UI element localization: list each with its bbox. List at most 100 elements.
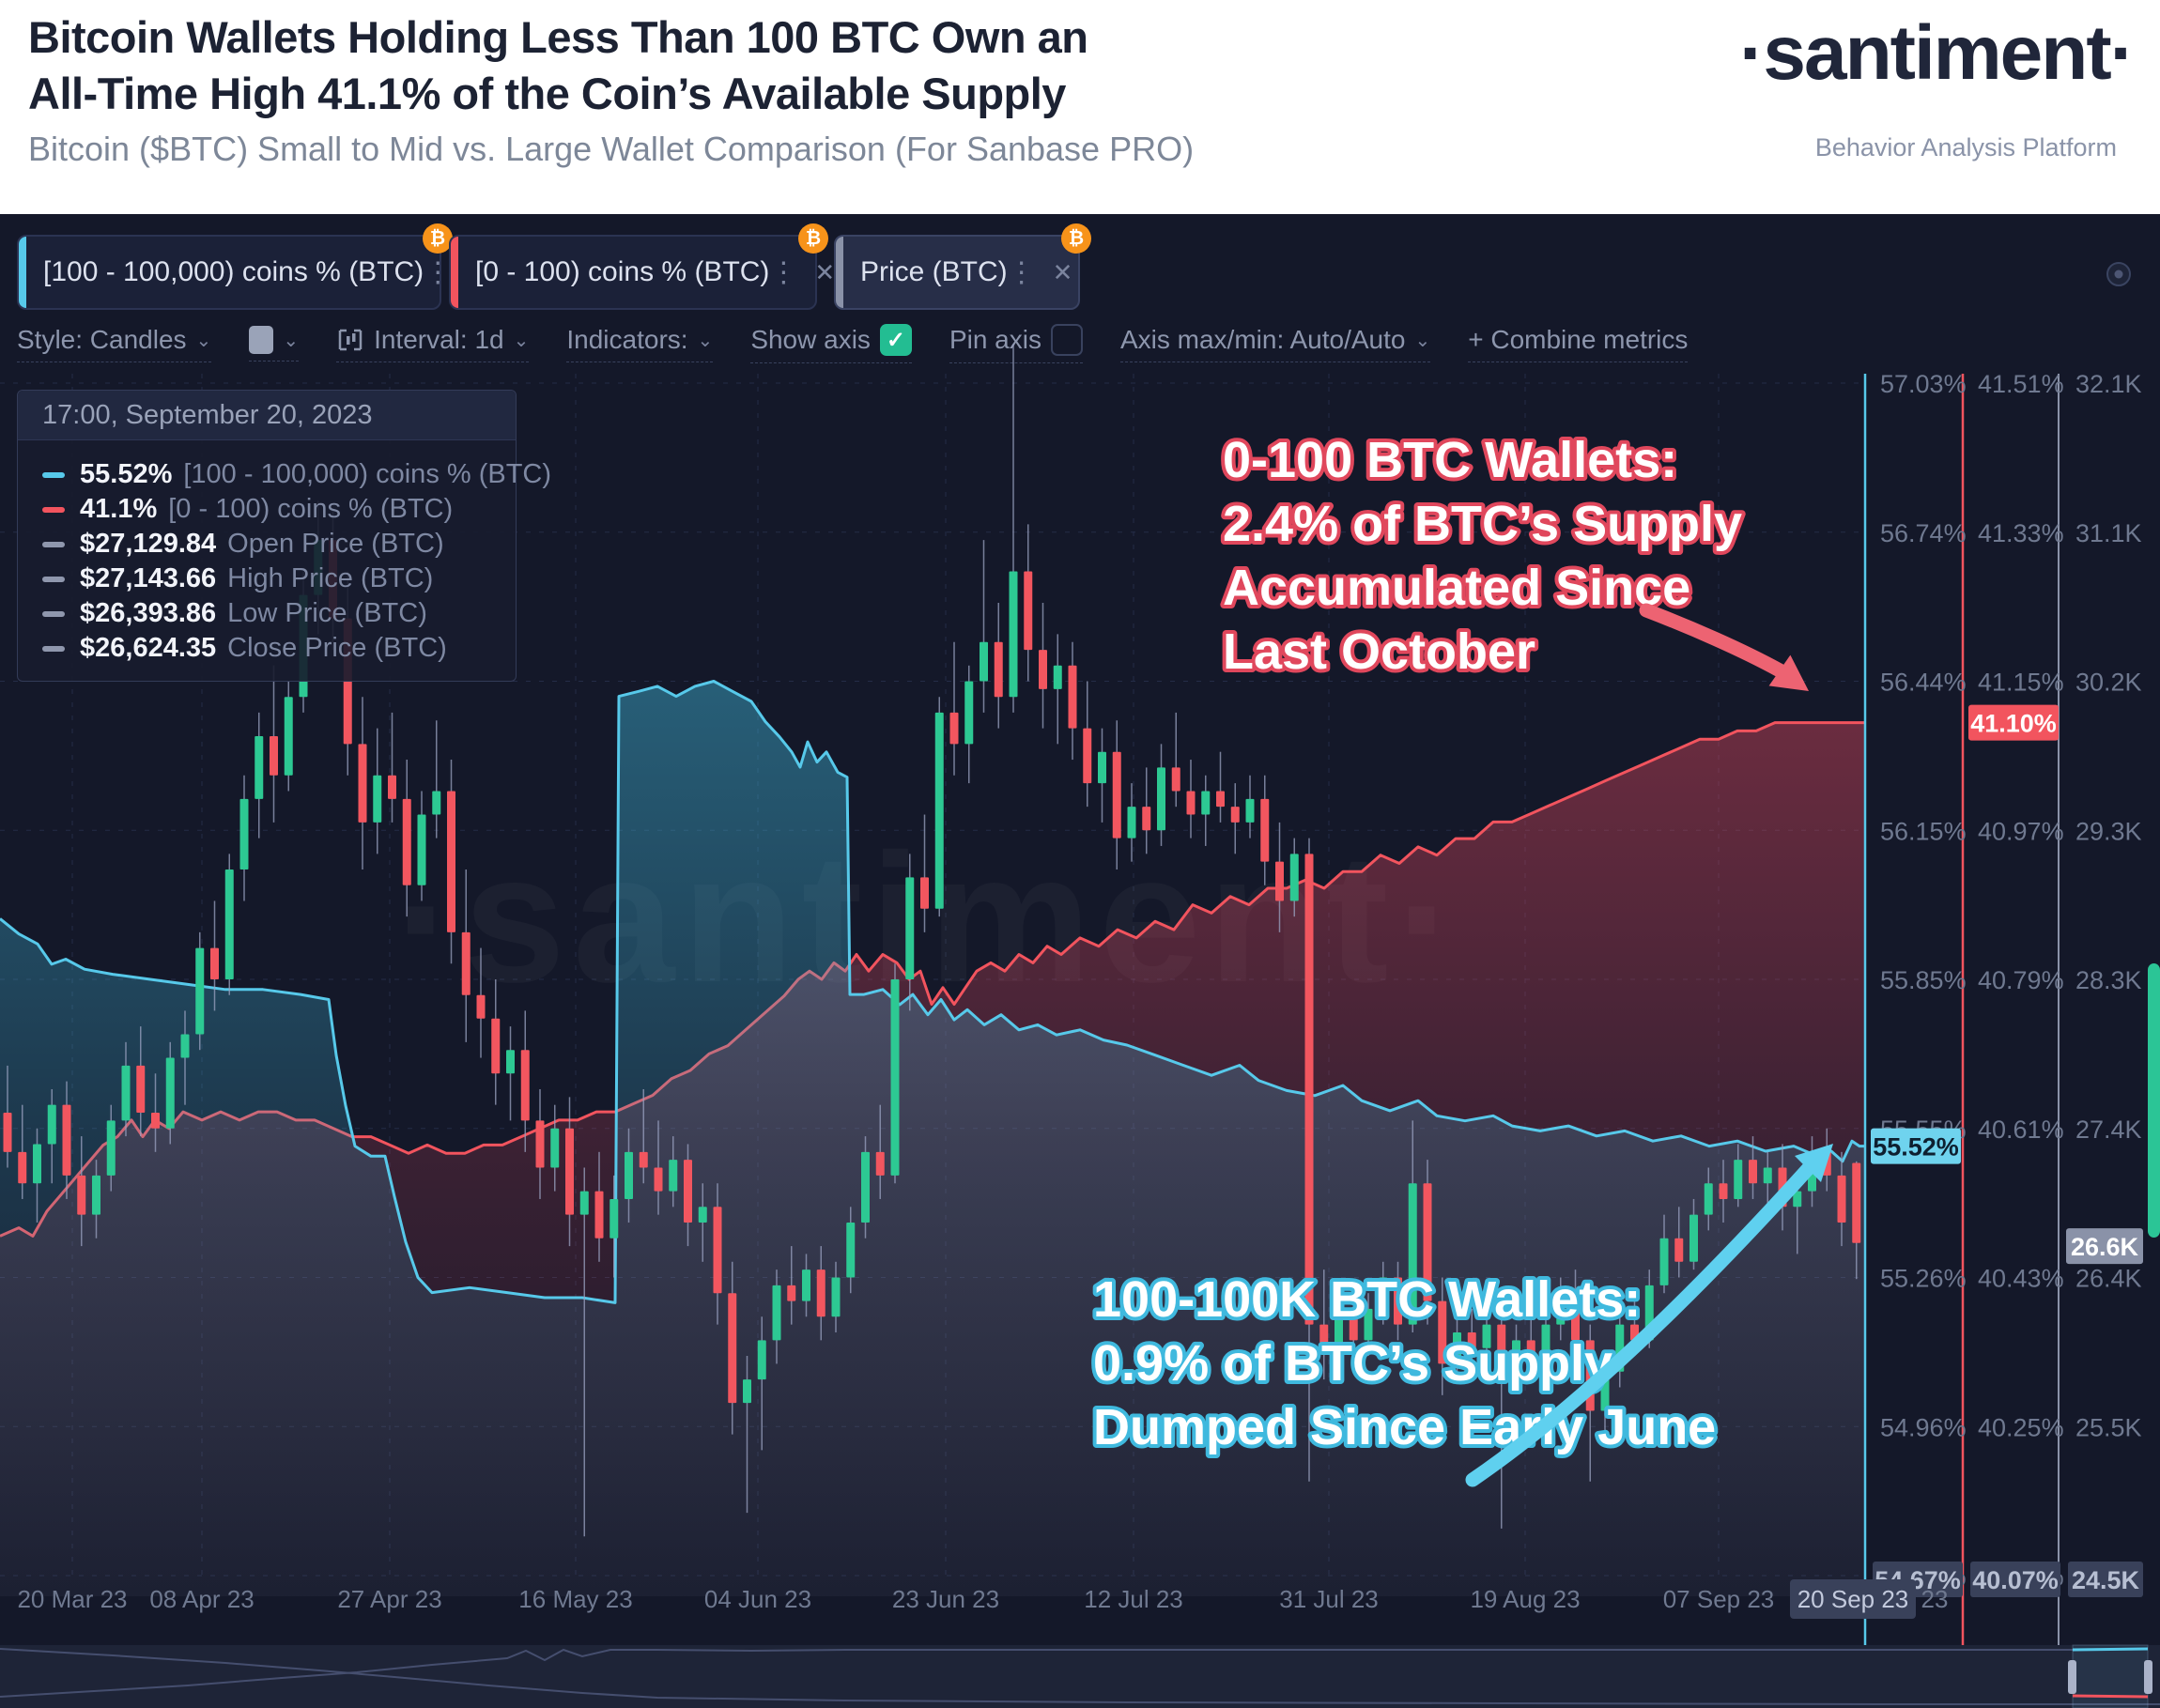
platform-label: Behavior Analysis Platform bbox=[1814, 133, 2117, 162]
x-axis-label: 07 Sep 23 bbox=[1663, 1585, 1775, 1613]
tooltip-value: $27,129.84 bbox=[80, 529, 217, 559]
tab-label: Price (BTC) bbox=[860, 256, 1008, 287]
kebab-menu-icon[interactable]: ⋮ bbox=[424, 256, 453, 288]
candle-down bbox=[713, 1207, 722, 1294]
axis-tick-label: 54.96% bbox=[1880, 1413, 1967, 1441]
candle-down bbox=[920, 877, 929, 909]
axis-tick-label: 40.97% bbox=[1978, 817, 2064, 845]
candle-down bbox=[565, 1128, 574, 1215]
candle-down bbox=[62, 1104, 71, 1176]
show-axis-checkbox[interactable]: ✓ bbox=[879, 324, 912, 356]
axis-tick-label: 56.44% bbox=[1880, 669, 1967, 697]
candle-down bbox=[1674, 1238, 1684, 1262]
candle-up bbox=[625, 1151, 633, 1199]
show-axis-toggle[interactable]: Show axis ✓ bbox=[750, 324, 912, 363]
style-label: Style: Candles bbox=[17, 325, 187, 354]
navigator-window[interactable] bbox=[2072, 1644, 2149, 1708]
pin-axis-toggle[interactable]: Pin axis bbox=[949, 324, 1083, 363]
x-current-badge bbox=[1790, 1579, 1916, 1619]
annotation-red-line2: 2.4% of BTC’s Supply bbox=[1223, 496, 1742, 552]
axis-tick-label: 41.33% bbox=[1978, 519, 2064, 547]
tooltip-label: Close Price (BTC) bbox=[227, 633, 447, 663]
style-selector[interactable]: Style: Candles ⌄ bbox=[17, 325, 212, 362]
candle-down bbox=[639, 1151, 648, 1168]
candle-up bbox=[1763, 1167, 1772, 1184]
candle-up bbox=[980, 641, 988, 682]
candle-up bbox=[284, 697, 293, 776]
page-title-line1: Bitcoin Wallets Holding Less Than 100 BT… bbox=[28, 12, 1088, 62]
x-axis-label: 12 Jul 23 bbox=[1084, 1585, 1183, 1613]
candle-up bbox=[121, 1065, 131, 1121]
navigator-handle-left[interactable] bbox=[2068, 1660, 2076, 1694]
navigator-bar[interactable] bbox=[0, 1645, 2160, 1708]
color-swatch-selector[interactable]: ⌄ bbox=[249, 326, 300, 362]
tooltip-dash-3 bbox=[42, 576, 65, 582]
close-icon[interactable]: ✕ bbox=[1052, 257, 1073, 286]
blue-value-badge bbox=[1871, 1128, 1961, 1164]
axis-bottom-badge bbox=[2068, 1562, 2143, 1597]
candle-up bbox=[165, 1057, 175, 1129]
calendar-interval-icon bbox=[338, 329, 363, 351]
axis-maxmin-selector[interactable]: Axis max/min: Auto/Auto ⌄ bbox=[1119, 325, 1431, 362]
candle-down bbox=[388, 775, 396, 799]
axis-tick-label: 40.79% bbox=[1978, 966, 2064, 994]
candle-up bbox=[1704, 1183, 1713, 1215]
x-axis-label: 16 May 23 bbox=[518, 1585, 632, 1613]
axis-tick-label: 41.15% bbox=[1978, 669, 2064, 697]
annotation-red-line1: 0-100 BTC Wallets: bbox=[1223, 432, 1677, 488]
cyan-arrowhead-icon bbox=[1795, 1144, 1833, 1182]
kebab-menu-icon[interactable]: ⋮ bbox=[769, 256, 798, 288]
candle-down bbox=[447, 791, 455, 932]
navigator-line-b bbox=[0, 1648, 2075, 1698]
candle-up bbox=[1453, 1331, 1461, 1364]
candle-down bbox=[684, 1160, 692, 1223]
candle-up bbox=[47, 1104, 56, 1145]
x-axis-label: 08 Apr 23 bbox=[149, 1585, 254, 1613]
pin-axis-checkbox[interactable] bbox=[1050, 324, 1083, 356]
candle-up bbox=[1289, 854, 1299, 901]
candle-down bbox=[1216, 791, 1225, 808]
interval-selector[interactable]: Interval: 1d ⌄ bbox=[336, 325, 530, 362]
axis-tick-label: 57.03% bbox=[1880, 370, 1967, 398]
tooltip-label: [100 - 100,000) coins % (BTC) bbox=[183, 459, 552, 489]
candle-down bbox=[1319, 1324, 1329, 1348]
combine-metrics-button[interactable]: + Combine metrics bbox=[1468, 325, 1689, 362]
tab-metric-100-100k[interactable]: [100 - 100,000) coins % (BTC) ⋮ ✕ ₿ bbox=[17, 223, 489, 310]
tooltip-value: 41.1% bbox=[80, 494, 158, 524]
axis-tick-label: 25.5K bbox=[2075, 1413, 2142, 1441]
candle-down bbox=[1275, 861, 1284, 901]
chart-corner-button[interactable] bbox=[2106, 262, 2131, 286]
x-axis-label: 27 Apr 23 bbox=[337, 1585, 441, 1613]
tab-metric-0-100[interactable]: [0 - 100) coins % (BTC) ⋮ ✕ ₿ bbox=[449, 223, 835, 310]
candle-down bbox=[270, 735, 278, 776]
color-swatch bbox=[249, 326, 274, 354]
candle-up bbox=[1157, 767, 1165, 831]
indicators-selector[interactable]: Indicators: ⌄ bbox=[566, 325, 714, 362]
candle-down bbox=[358, 744, 367, 823]
pin-axis-label: Pin axis bbox=[949, 325, 1041, 354]
candle-up bbox=[905, 877, 915, 979]
vertical-scrollbar-thumb[interactable] bbox=[2148, 963, 2160, 1238]
santiment-logo: ·santiment· bbox=[1739, 10, 2136, 96]
x-axis-label: 23 Jun 23 bbox=[892, 1585, 999, 1613]
tooltip-dash-2 bbox=[42, 541, 65, 547]
close-icon[interactable]: ✕ bbox=[814, 257, 836, 286]
tooltip-label: Open Price (BTC) bbox=[227, 529, 444, 559]
kebab-menu-icon[interactable]: ⋮ bbox=[1007, 256, 1036, 288]
tab-metric-price[interactable]: Price (BTC) ⋮ ✕ ₿ bbox=[834, 223, 1091, 310]
candle-down bbox=[461, 931, 471, 995]
candle-up bbox=[239, 798, 249, 870]
candle-down bbox=[1719, 1183, 1728, 1199]
red-arrowhead-icon bbox=[1768, 654, 1809, 691]
annotation-cyan-wallets: 100-100K BTC Wallets: 0.9% of BTC’s Supp… bbox=[1089, 1144, 1833, 1487]
chevron-down-icon: ⌄ bbox=[513, 330, 530, 351]
navigator-handle-right[interactable] bbox=[2144, 1660, 2152, 1694]
candle-down bbox=[1142, 807, 1151, 831]
x-axis-label: 20 Mar 23 bbox=[17, 1585, 127, 1613]
candle-up bbox=[373, 775, 382, 823]
candle-up bbox=[550, 1128, 560, 1168]
candle-down bbox=[1349, 1316, 1358, 1341]
candle-down bbox=[136, 1065, 146, 1114]
candle-up bbox=[579, 1191, 589, 1215]
